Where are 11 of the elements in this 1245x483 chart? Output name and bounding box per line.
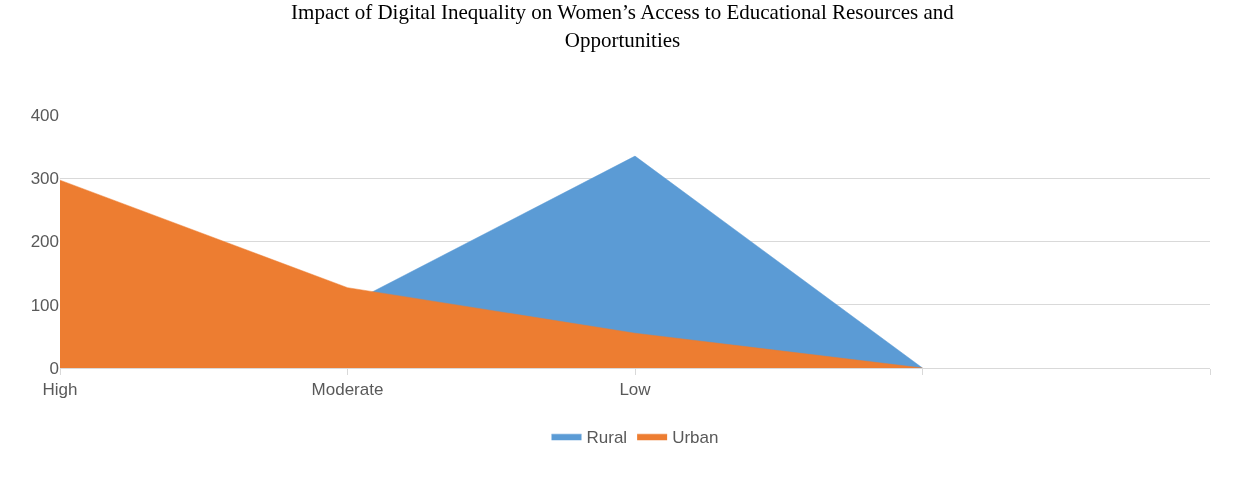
legend-label: Rural xyxy=(586,427,628,447)
x-tick-label: Moderate xyxy=(311,380,384,400)
legend-label: Urban xyxy=(672,427,719,447)
x-tick-label: High xyxy=(42,380,78,400)
chart-title: Impact of Digital Inequality on Women’s Access to Educational Resources and Opportunities xyxy=(291,0,955,52)
y-tick-label: 400 xyxy=(30,105,59,125)
y-tick-label: 0 xyxy=(49,358,59,378)
y-tick-label: 300 xyxy=(30,169,59,189)
y-tick-label: 100 xyxy=(30,295,59,315)
x-tick-label: Low xyxy=(619,380,652,400)
y-tick-label: 200 xyxy=(30,232,59,252)
